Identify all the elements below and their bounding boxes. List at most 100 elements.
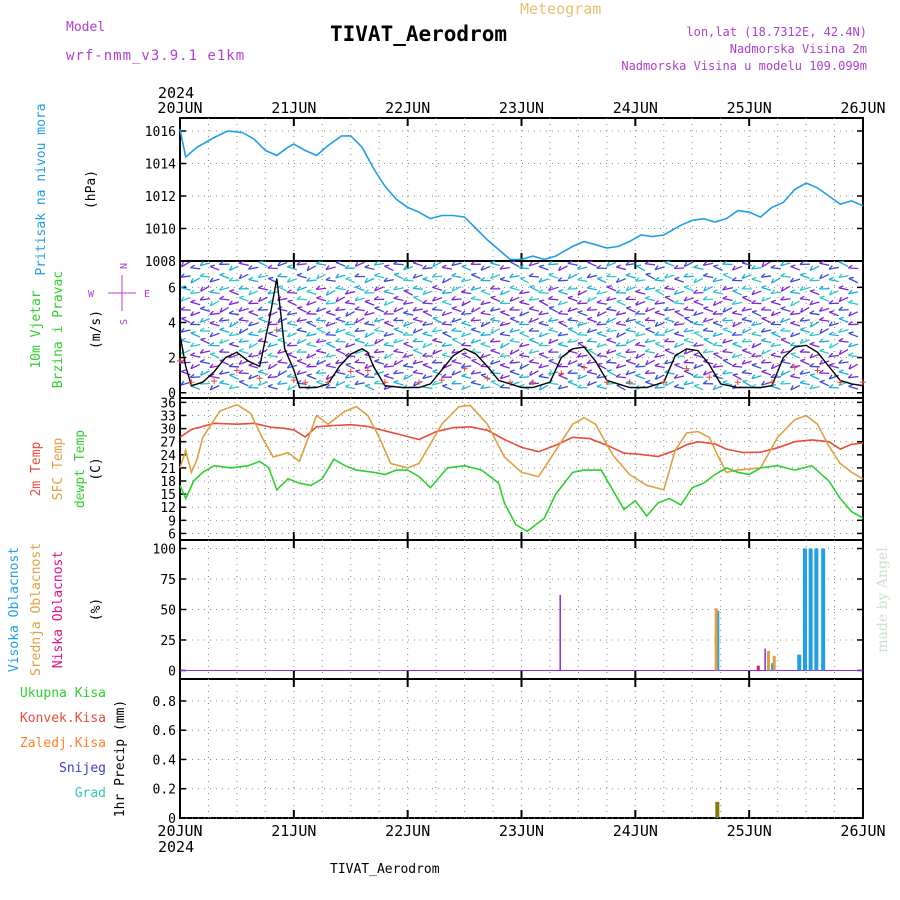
wind-arrow-head [422, 299, 428, 304]
wind-arrow-head [238, 260, 244, 264]
wind-arrow [616, 312, 627, 316]
wind-arrow-head [306, 277, 311, 282]
wind-arrow [577, 322, 588, 327]
wind-arrow-head [625, 272, 631, 276]
wind-arrow-head [219, 327, 225, 331]
wind-arrow-head [441, 299, 448, 303]
wind-arrow-head [287, 332, 291, 338]
wind-arrow [780, 307, 791, 312]
wind-arrow-head [616, 352, 622, 356]
wind-arrow-head [586, 337, 592, 342]
wind-arrow-head [480, 322, 484, 328]
wind-arrow-head [528, 327, 534, 332]
wind-arrow-head [325, 290, 330, 296]
gust-marker [734, 379, 741, 386]
wind-arrow-head [199, 296, 205, 301]
wind-arrow-head [461, 264, 467, 267]
wind-arrow [538, 278, 549, 283]
wind-arrow-head [257, 337, 263, 342]
wind-arrow-head [248, 321, 253, 327]
wind-arrow-head [480, 363, 486, 367]
wind-arrow [393, 381, 404, 386]
wind-arrow-head [809, 322, 813, 328]
wind-arrow-head [364, 373, 370, 378]
wind-arrow-head [760, 359, 766, 364]
wind-arrow-head [384, 264, 390, 267]
wind-arrow [364, 332, 375, 339]
wind-arrow [587, 308, 598, 311]
wind-arrow-head [809, 353, 814, 359]
wind-arrow [238, 360, 249, 366]
wind-arrow [703, 286, 713, 292]
wind-arrow-head [509, 273, 514, 278]
wind-arrow-head [760, 306, 766, 311]
y-tick-label: 30 [160, 423, 176, 438]
wind-arrow [809, 321, 820, 328]
wind-arrow [809, 353, 820, 359]
wind-arrow [703, 262, 714, 266]
wind-arrow-head [577, 374, 581, 380]
wind-arrow [306, 265, 317, 272]
wind-arrow [500, 311, 510, 317]
wind-arrow [209, 353, 220, 359]
wind-arrow-head [451, 380, 456, 385]
wind-arrow [771, 363, 781, 370]
wind-arrow-head [219, 295, 225, 300]
series-line-dewpt-temp [179, 458, 864, 533]
wind-arrow-head [828, 331, 834, 335]
wind-arrow-head [325, 384, 331, 389]
wind-arrow-head [461, 289, 467, 293]
wind-arrow [596, 343, 607, 348]
wind-arrow [761, 339, 772, 344]
wind-arrow-head [238, 359, 243, 365]
wind-arrow-head [625, 358, 632, 362]
wind-arrow-head [412, 316, 418, 320]
wind-arrow-head [616, 332, 620, 338]
wind-arrow [500, 364, 510, 369]
wind-arrow-head [228, 265, 233, 271]
wind-arrow-head [257, 296, 262, 302]
precip-bar [715, 801, 720, 818]
wind-arrow-head [635, 341, 641, 346]
wind-arrow [413, 296, 423, 303]
wind-arrow [258, 318, 268, 323]
wind-arrow [722, 371, 733, 375]
wind-arrow-head [432, 349, 436, 355]
wind-arrow-head [673, 299, 679, 304]
wind-arrow-head [335, 306, 340, 311]
wind-arrow [277, 370, 288, 377]
wind-arrow [432, 275, 443, 278]
wind-arrow-head [306, 363, 311, 368]
wind-arrow-head [576, 352, 582, 358]
wind-arrow-head [267, 364, 272, 370]
wind-arrow [190, 343, 201, 348]
wind-arrow [848, 363, 858, 370]
wind-arrow [683, 275, 694, 278]
wind-arrow [596, 332, 607, 338]
wind-arrow-head [606, 306, 612, 310]
wind-arrow [780, 275, 791, 278]
wind-arrow-head [354, 306, 360, 310]
wind-arrow [848, 385, 859, 390]
wind-arrow-head [732, 341, 738, 345]
wind-arrow-head [664, 316, 670, 320]
wind-arrow [412, 274, 423, 279]
wind-arrow [587, 349, 597, 356]
wind-arrow-head [654, 276, 660, 281]
wind-arrow-head [413, 348, 419, 351]
wind-arrow [200, 370, 210, 376]
wind-arrow [528, 275, 540, 278]
wind-arrow [490, 319, 501, 322]
wind-arrow-head [315, 369, 321, 374]
axis-series-label: Srednja Oblacnost [29, 543, 44, 676]
wind-arrow-head [248, 310, 254, 313]
wind-arrow-head [335, 381, 339, 387]
wind-arrow-head [277, 285, 283, 288]
wind-arrow [277, 382, 288, 385]
gust-marker [256, 375, 263, 382]
wind-arrow-head [442, 383, 448, 387]
y-tick-label: 6 [168, 527, 176, 542]
wind-arrow [209, 312, 220, 316]
wind-arrow-head [490, 273, 494, 279]
model-label: Model [66, 20, 106, 35]
